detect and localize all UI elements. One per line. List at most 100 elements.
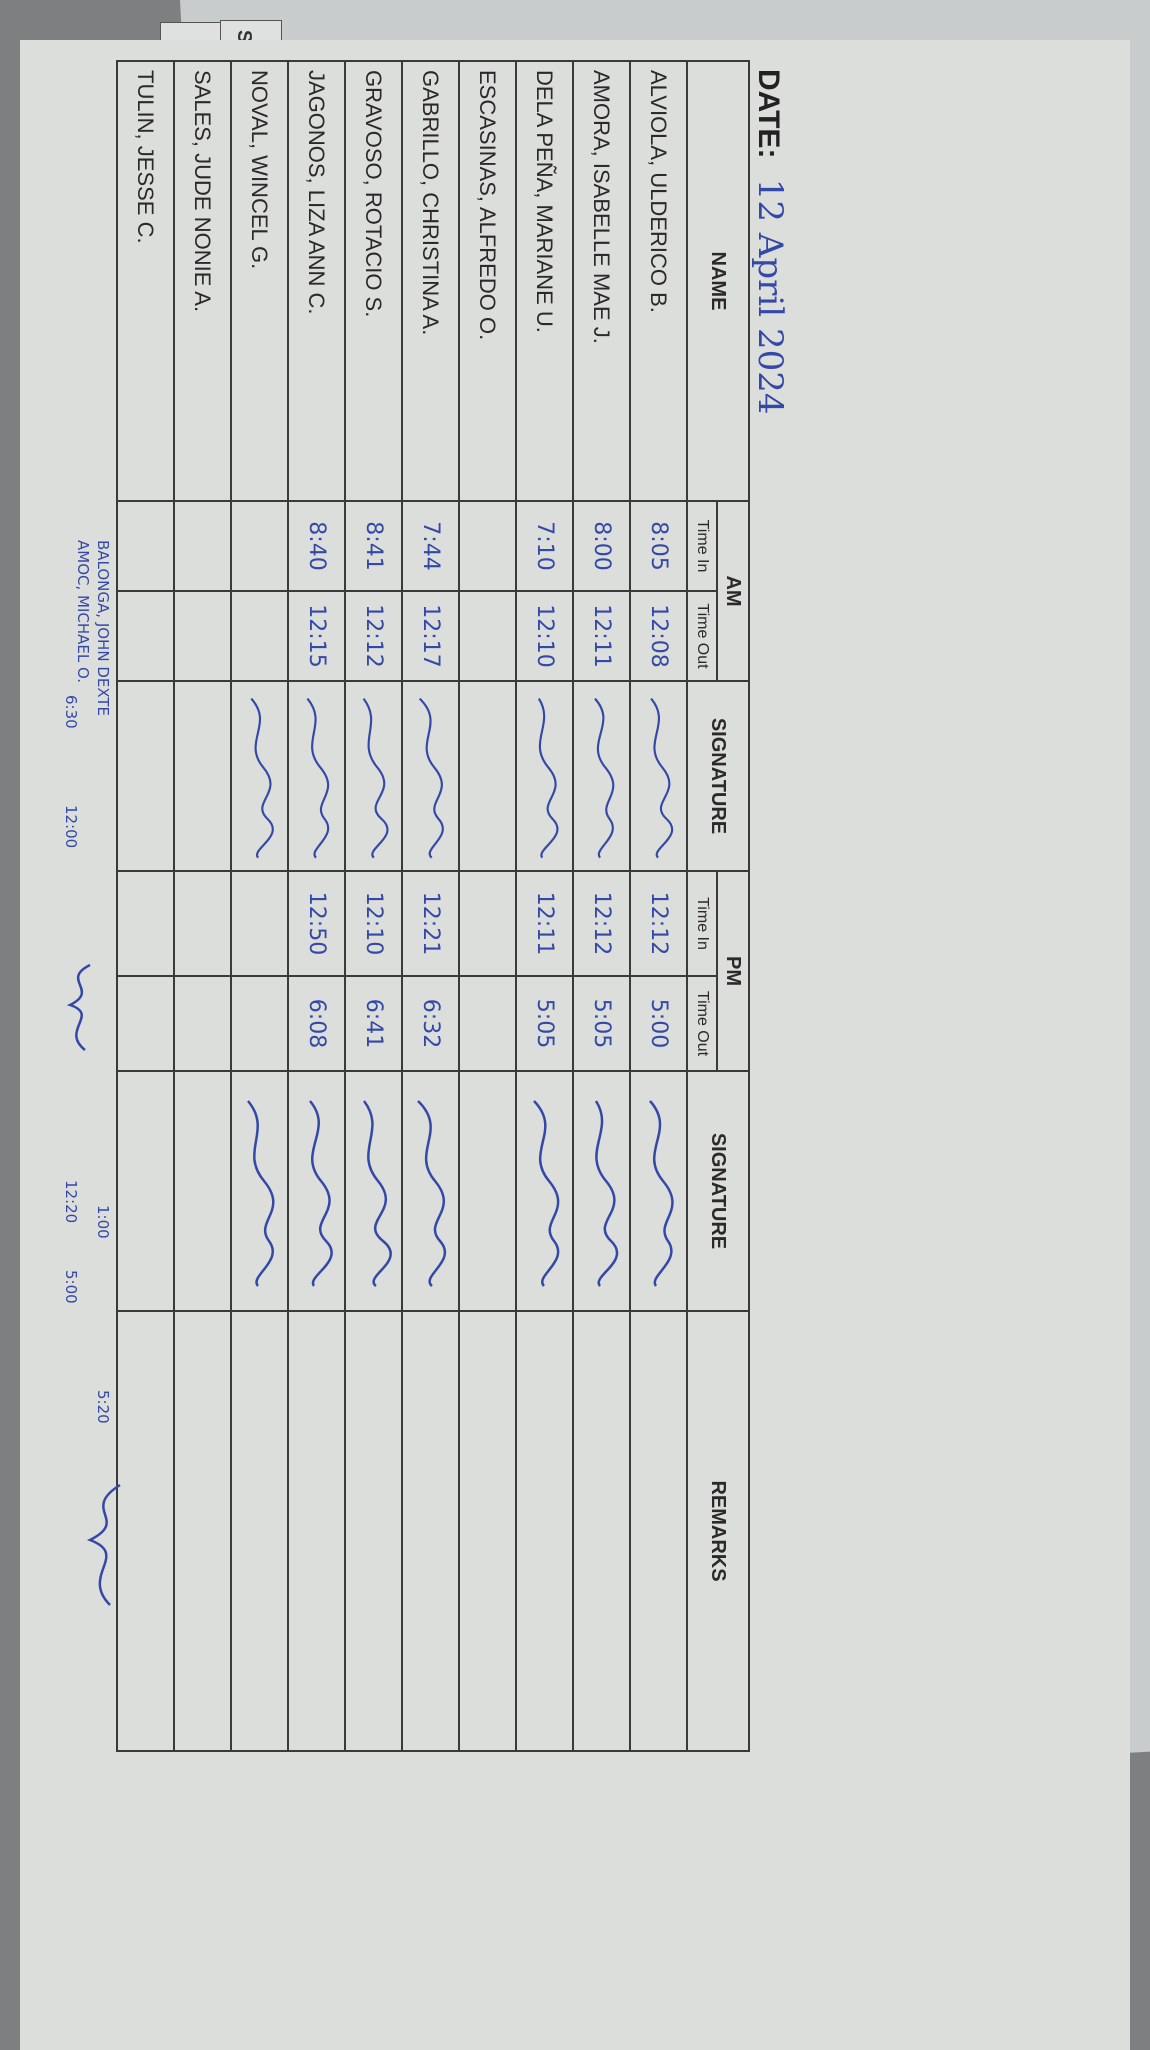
signature-scribble bbox=[417, 1100, 447, 1287]
extra-time: 5:00 bbox=[62, 1270, 80, 1304]
pm-time-in: 12:21 bbox=[402, 871, 459, 976]
employee-name: AMORA, ISABELLE MAE J. bbox=[573, 61, 630, 501]
table-row: GRAVOSO, ROTACIO S. 8:41 12:12 12:10 6:4… bbox=[345, 61, 402, 1752]
table-row: NOVAL, WINCEL G. bbox=[231, 61, 288, 1752]
am-signature bbox=[117, 681, 174, 871]
signature-scribble bbox=[533, 1100, 560, 1287]
am-time-out bbox=[231, 591, 288, 681]
table-row: AMORA, ISABELLE MAE J. 8:00 12:11 12:12 … bbox=[573, 61, 630, 1752]
extra-time: 6:30 bbox=[62, 695, 80, 729]
pm-signature bbox=[174, 1071, 231, 1311]
am-time-in bbox=[459, 501, 516, 591]
am-time-in bbox=[231, 501, 288, 591]
remarks-cell bbox=[174, 1311, 231, 1752]
signature-scribble bbox=[363, 697, 390, 859]
signature-scribble bbox=[363, 1100, 393, 1287]
signature-scribble bbox=[247, 1100, 276, 1287]
signature-scribble bbox=[538, 698, 560, 859]
remarks-cell bbox=[630, 1311, 687, 1752]
pm-signature bbox=[402, 1071, 459, 1311]
am-signature bbox=[630, 681, 687, 871]
pm-signature bbox=[231, 1071, 288, 1311]
pm-signature bbox=[516, 1071, 573, 1311]
employee-name: DELA PEÑA, MARIANE U. bbox=[516, 61, 573, 501]
remarks-cell bbox=[573, 1311, 630, 1752]
am-time-out bbox=[117, 591, 174, 681]
date-value: 12 April 2024 bbox=[750, 178, 790, 415]
am-signature bbox=[573, 681, 630, 871]
employee-name: GABRILLO, CHRISTINA A. bbox=[402, 61, 459, 501]
am-time-out: 12:15 bbox=[288, 591, 345, 681]
pm-time-in bbox=[174, 871, 231, 976]
am-time-out: 12:17 bbox=[402, 591, 459, 681]
remarks-cell bbox=[516, 1311, 573, 1752]
am-time-in: 8:41 bbox=[345, 501, 402, 591]
am-time-in: 7:10 bbox=[516, 501, 573, 591]
pm-time-in: 12:12 bbox=[573, 871, 630, 976]
table-row: DELA PEÑA, MARIANE U. 7:10 12:10 12:11 5… bbox=[516, 61, 573, 1752]
signature-scribble bbox=[309, 1100, 334, 1287]
date-label: DATE: bbox=[752, 69, 785, 159]
pm-signature bbox=[288, 1071, 345, 1311]
pm-time-in bbox=[231, 871, 288, 976]
remarks-cell bbox=[231, 1311, 288, 1752]
pm-time-in bbox=[459, 871, 516, 976]
header-remarks: REMARKS bbox=[687, 1311, 749, 1752]
am-time-in bbox=[117, 501, 174, 591]
pm-signature bbox=[630, 1071, 687, 1311]
extra-time: 5:20 bbox=[94, 1390, 112, 1424]
header-am-signature: SIGNATURE bbox=[687, 681, 749, 871]
remarks-cell bbox=[402, 1311, 459, 1752]
header-am-time-in: Time In bbox=[687, 501, 717, 591]
pm-time-in: 12:12 bbox=[630, 871, 687, 976]
attendance-table: DATE: 12 April 2024 NAME AM SIGNATURE PM… bbox=[116, 60, 790, 1752]
signature-scribble bbox=[419, 697, 445, 859]
pm-time-out: 6:08 bbox=[288, 976, 345, 1071]
header-am: AM bbox=[717, 501, 749, 681]
table-row: ALVIOLA, ULDERICO B. 8:05 12:08 12:12 5:… bbox=[630, 61, 687, 1752]
am-signature bbox=[402, 681, 459, 871]
date-line: DATE: 12 April 2024 bbox=[749, 61, 790, 1751]
header-am-time-out: Time Out bbox=[687, 591, 717, 681]
employee-name: ESCASINAS, ALFREDO O. bbox=[459, 61, 516, 501]
attendance-sheet-paper bbox=[20, 40, 1130, 2050]
table-row: SALES, JUDE NONIE A. bbox=[174, 61, 231, 1752]
pm-time-out: 6:32 bbox=[402, 976, 459, 1071]
am-time-out bbox=[459, 591, 516, 681]
employee-name: NOVAL, WINCEL G. bbox=[231, 61, 288, 501]
am-signature bbox=[174, 681, 231, 871]
signature-scribble bbox=[595, 1100, 619, 1287]
am-time-in: 8:40 bbox=[288, 501, 345, 591]
am-time-out: 12:08 bbox=[630, 591, 687, 681]
remarks-cell bbox=[459, 1311, 516, 1752]
am-signature bbox=[459, 681, 516, 871]
remarks-cell bbox=[288, 1311, 345, 1752]
header-pm-signature: SIGNATURE bbox=[687, 1071, 749, 1311]
am-time-out: 12:12 bbox=[345, 591, 402, 681]
pm-signature bbox=[573, 1071, 630, 1311]
pm-time-in bbox=[117, 871, 174, 976]
employee-name: SALES, JUDE NONIE A. bbox=[174, 61, 231, 501]
am-time-out: 12:11 bbox=[573, 591, 630, 681]
remarks-cell bbox=[345, 1311, 402, 1752]
extra-name: AMOC, MICHAEL O. bbox=[74, 540, 92, 683]
table-row: ESCASINAS, ALFREDO O. bbox=[459, 61, 516, 1752]
pm-time-out: 5:00 bbox=[630, 976, 687, 1071]
am-time-in: 7:44 bbox=[402, 501, 459, 591]
pm-time-out: 5:05 bbox=[573, 976, 630, 1071]
signature-scribble bbox=[594, 697, 615, 859]
header-pm: PM bbox=[717, 871, 749, 1071]
pm-time-in: 12:11 bbox=[516, 871, 573, 976]
am-signature bbox=[345, 681, 402, 871]
pm-signature bbox=[117, 1071, 174, 1311]
pm-time-out bbox=[174, 976, 231, 1071]
table-row: GABRILLO, CHRISTINA A. 7:44 12:17 12:21 … bbox=[402, 61, 459, 1752]
am-time-out bbox=[174, 591, 231, 681]
employee-name: GRAVOSO, ROTACIO S. bbox=[345, 61, 402, 501]
daily-time-record: DATE: 12 April 2024 NAME AM SIGNATURE PM… bbox=[117, 60, 790, 1752]
pm-signature bbox=[345, 1071, 402, 1311]
am-signature bbox=[231, 681, 288, 871]
pm-time-out bbox=[117, 976, 174, 1071]
signature-scribble bbox=[649, 1100, 675, 1287]
am-time-in: 8:05 bbox=[630, 501, 687, 591]
